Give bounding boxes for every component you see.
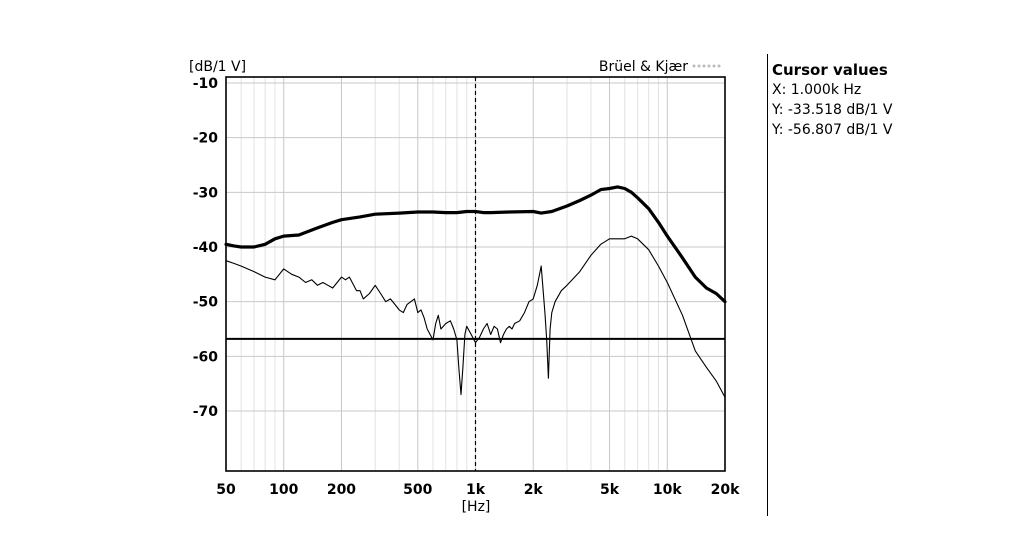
cursor-panel-title: Cursor values (772, 61, 888, 79)
cursor-x-value: X: 1.000k Hz (772, 82, 862, 98)
x-tick-label: 20k (711, 482, 740, 498)
y-axis-unit: [dB/1 V] (189, 59, 246, 75)
series-line-thin (225, 235, 726, 398)
brand-logo-icon (692, 64, 721, 68)
y-tick-label: -50 (193, 295, 219, 311)
x-tick-label: 50 (216, 482, 236, 498)
panel-divider (767, 54, 768, 516)
x-tick-label: 200 (327, 482, 356, 498)
x-tick-label: 10k (653, 482, 682, 498)
y-tick-label: -70 (193, 404, 219, 420)
x-axis-unit: [Hz] (462, 499, 491, 515)
cursor-y2-value: Y: -56.807 dB/1 V (772, 122, 893, 138)
x-tick-label: 2k (524, 482, 544, 498)
y-tick-label: -20 (193, 131, 219, 147)
series-line-thick (224, 185, 727, 304)
series-group (224, 185, 727, 398)
y-tick-labels: -10 -20 -30 -40 -50 -60 -70 (193, 76, 219, 420)
x-tick-label: 100 (269, 482, 298, 498)
x-tick-labels: 50 100 200 500 1k 2k 5k 10k 20k (216, 482, 740, 498)
cursor-values-panel: Cursor values X: 1.000k Hz Y: -33.518 dB… (772, 60, 893, 140)
x-tick-label: 500 (403, 482, 432, 498)
cursor-y1-value: Y: -33.518 dB/1 V (772, 102, 893, 118)
y-tick-label: -30 (193, 185, 219, 201)
x-tick-label: 1k (466, 482, 486, 498)
x-tick-label: 5k (600, 482, 620, 498)
y-tick-label: -60 (193, 349, 219, 365)
plot-frame (225, 76, 726, 472)
y-tick-label: -10 (193, 76, 219, 92)
brand-logo-text: Brüel & Kjær (599, 59, 688, 75)
y-tick-label: -40 (193, 240, 219, 256)
